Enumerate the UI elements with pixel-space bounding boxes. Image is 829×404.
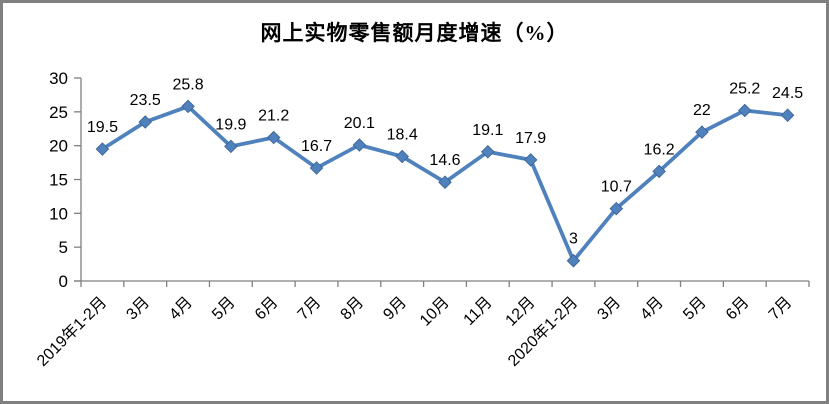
- y-tick-label: 20: [49, 137, 68, 156]
- x-axis-label: 2019年1-2月: [33, 293, 110, 370]
- data-point-label: 20.1: [344, 115, 375, 132]
- data-point-label: 25.8: [172, 76, 203, 93]
- data-point-marker: [609, 201, 624, 216]
- data-point-marker: [695, 125, 709, 139]
- data-point-marker: [652, 164, 666, 179]
- x-axis-label: 11月: [461, 294, 496, 329]
- data-point-label: 21.2: [258, 108, 289, 125]
- data-point-marker: [95, 142, 110, 156]
- data-point-marker: [395, 149, 409, 164]
- data-point-label: 18.4: [387, 126, 418, 143]
- x-axis-label: 3月: [594, 294, 624, 324]
- data-point-label: 19.1: [472, 122, 503, 139]
- x-axis-label: 7月: [766, 294, 796, 324]
- chart-title: 网上实物零售额月度增速（%）: [260, 21, 569, 45]
- x-axis-label: 4月: [166, 294, 196, 324]
- data-point-label: 10.7: [601, 179, 632, 196]
- y-tick-label: 5: [59, 238, 68, 257]
- data-point-label: 14.6: [429, 152, 460, 169]
- x-axis-label: 6月: [252, 294, 282, 324]
- data-point-marker: [737, 103, 752, 118]
- y-tick-label: 15: [49, 171, 68, 190]
- data-point-label: 16.7: [301, 138, 332, 155]
- data-point-label: 23.5: [130, 92, 161, 109]
- line-chart-canvas: 0 5 10 15 20 25 30 2019年1-2月 3月 4月 5月 6月 7月 8月 9月 10月 11…: [33, 69, 810, 370]
- data-point-marker: [481, 144, 495, 159]
- data-point-label: 16.2: [644, 141, 675, 158]
- data-point-label: 24.5: [772, 85, 803, 102]
- data-point-label: 3: [569, 231, 578, 248]
- x-axis-label: 10月: [417, 294, 453, 330]
- data-point-marker: [438, 175, 452, 189]
- data-point-marker: [224, 139, 238, 154]
- data-point-marker: [309, 161, 324, 175]
- y-tick-label: 25: [49, 103, 68, 122]
- data-point-marker: [181, 99, 195, 114]
- x-axis-label: 4月: [637, 294, 667, 324]
- x-axis-label: 12月: [503, 294, 539, 330]
- x-axis-label: 6月: [723, 294, 753, 324]
- x-axis-label: 9月: [380, 294, 410, 324]
- y-tick-label: 30: [49, 69, 68, 88]
- data-point-marker: [523, 153, 538, 167]
- data-point-marker: [266, 130, 281, 145]
- x-axis-label: 3月: [123, 294, 153, 324]
- x-axis-label: 5月: [209, 294, 239, 324]
- data-point-label: 25.2: [729, 80, 760, 97]
- data-point-marker: [138, 115, 153, 129]
- data-point-marker: [780, 108, 795, 122]
- x-axis-label: 5月: [680, 294, 710, 324]
- data-point-label: 19.9: [215, 116, 246, 133]
- x-axis-label: 8月: [338, 294, 368, 324]
- data-point-marker: [352, 138, 367, 152]
- y-tick-label: 0: [59, 272, 68, 291]
- y-tick-label: 10: [49, 204, 68, 223]
- data-point-label: 22: [693, 102, 711, 119]
- data-point-marker: [566, 253, 581, 268]
- x-axis-label: 7月: [295, 294, 325, 324]
- data-point-label: 17.9: [515, 130, 546, 147]
- data-point-label: 19.5: [87, 119, 118, 136]
